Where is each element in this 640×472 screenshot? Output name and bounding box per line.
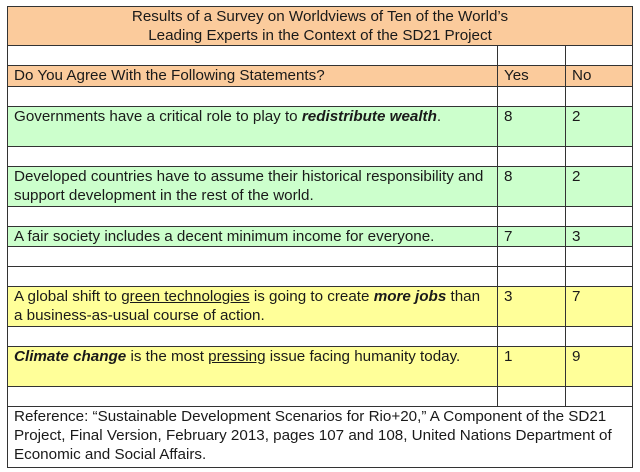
no-count: 2 xyxy=(564,106,634,147)
spacer-row xyxy=(7,266,634,287)
statement-cell: A global shift to green technologies is … xyxy=(7,286,498,327)
yes-count: 3 xyxy=(497,286,566,327)
yes-count: 7 xyxy=(497,226,566,247)
no-count: 9 xyxy=(564,346,634,387)
reference-text: Reference: “Sustainable Development Scen… xyxy=(6,406,634,468)
table-row: A global shift to green technologies is … xyxy=(7,286,634,327)
no-column-header: No xyxy=(564,65,634,87)
yes-column-header: Yes xyxy=(497,65,566,87)
no-count: 7 xyxy=(564,286,634,327)
table-row: Climate change is the most pressing issu… xyxy=(7,346,634,387)
table-row: Developed countries have to assume their… xyxy=(7,166,634,207)
spacer-row xyxy=(7,86,634,107)
statement-cell: Developed countries have to assume their… xyxy=(7,166,498,207)
statement-column-header: Do You Agree With the Following Statemen… xyxy=(7,65,498,87)
survey-results-table: Results of a Survey on Worldviews of Ten… xyxy=(6,6,634,468)
table-row: A fair society includes a decent minimum… xyxy=(7,226,634,247)
spacer-row xyxy=(7,206,634,227)
reference-row: Reference: “Sustainable Development Scen… xyxy=(6,406,634,468)
emphasis-text: redistribute wealth xyxy=(301,108,437,125)
spacer-row xyxy=(7,146,634,167)
spacer-row xyxy=(7,45,634,66)
column-header-row: Do You Agree With the Following Statemen… xyxy=(7,65,634,87)
no-count: 3 xyxy=(564,226,634,247)
table-row: Governments have a critical role to play… xyxy=(7,106,634,147)
yes-count: 8 xyxy=(497,166,566,207)
yes-count: 1 xyxy=(497,346,566,387)
table-title-row: Results of a Survey on Worldviews of Ten… xyxy=(6,6,634,46)
title-line-1: Results of a Survey on Worldviews of Ten… xyxy=(131,8,509,25)
statement-cell: Governments have a critical role to play… xyxy=(7,106,498,147)
emphasis-text: more jobs xyxy=(373,288,447,305)
spacer-row xyxy=(7,386,634,407)
underlined-text: pressing xyxy=(208,348,266,365)
underlined-text: green technologies xyxy=(121,288,250,305)
statement-cell: A fair society includes a decent minimum… xyxy=(7,226,498,247)
emphasis-text: Climate change xyxy=(14,348,127,365)
spacer-row xyxy=(7,326,634,347)
spacer-row xyxy=(7,246,634,267)
statement-cell: Climate change is the most pressing issu… xyxy=(7,346,498,387)
no-count: 2 xyxy=(564,166,634,207)
title-line-2: Leading Experts in the Context of the SD… xyxy=(148,27,492,44)
table-title: Results of a Survey on Worldviews of Ten… xyxy=(6,6,634,46)
yes-count: 8 xyxy=(497,106,566,147)
